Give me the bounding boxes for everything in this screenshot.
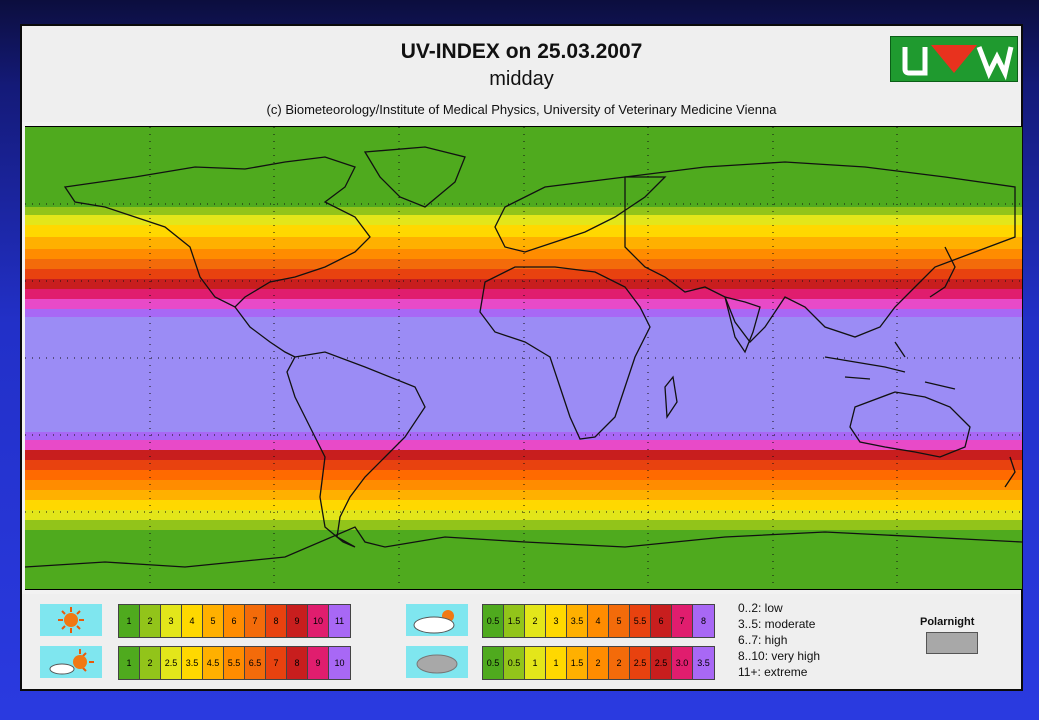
continent-outlines [24,146,1023,568]
scale-cell: 5.5 [630,605,651,637]
category-very-high: 8..10: very high [738,649,821,663]
band-south-2 [25,440,1022,450]
scale-cell: 0.5 [483,647,504,679]
band-north-2 [25,215,1022,225]
scale-cell: 2 [609,647,630,679]
scale-cell: 2.5 [651,647,672,679]
scale-cell: 2.5 [630,647,651,679]
scale-cell: 2 [588,647,609,679]
scale-cell: 5.5 [224,647,245,679]
scale-cell: 8 [266,605,287,637]
uv-index-world-map [24,126,1023,590]
scale-cell: 3 [161,605,182,637]
partly-cloudy-icon [40,646,102,678]
scale-cell: 2 [525,605,546,637]
category-low: 0..2: low [738,601,783,615]
band-south-7 [25,490,1022,500]
legend-panel: 1 2 3 4 5 6 7 8 9 10 11 1 2 2.5 3.5 4.5 5.5 6.5 7 8 9 10 0.5… [22,594,1021,689]
scale-cell: 1.5 [567,647,588,679]
page-title: UV-INDEX on 25.03.2007 [400,40,643,63]
clear-sky-icon [40,604,102,636]
scale-cell: 3 [546,605,567,637]
band-north-11 [25,309,1022,317]
band-north-9 [25,289,1022,299]
scale-cell: 4 [588,605,609,637]
scale-cell: 6 [651,605,672,637]
category-high: 6..7: high [738,633,788,647]
scale-cell: 3.5 [182,647,203,679]
scale-cell: 7 [245,605,266,637]
category-extreme: 11+: extreme [738,665,808,679]
credit-line: (c) Biometeorology/Institute of Medical … [266,102,777,117]
scale-cell: 4.5 [203,647,224,679]
scale-cell: 10 [329,647,350,679]
scale-cell: 9 [287,605,308,637]
scale-cell: 5 [203,605,224,637]
scale-cell: 0.5 [504,647,525,679]
scale-cell: 4 [182,605,203,637]
polarnight-swatch [926,632,978,654]
scale-cell: 0.5 [483,605,504,637]
uv-category-list: 0..2: low 3..5: moderate 6..7: high 8..1… [738,600,820,680]
scale-cell: 2 [140,605,161,637]
scale-cell: 1 [546,647,567,679]
scale-cell: 3.5 [693,647,714,679]
vetmed-logo [890,36,1018,82]
scale-cell: 2 [140,647,161,679]
band-north-4 [25,237,1022,249]
scale-cell: 6.5 [245,647,266,679]
scale-cell: 5 [609,605,630,637]
map-svg [24,127,1023,589]
scale-cell: 1.5 [504,605,525,637]
uv-map-frame: UV-INDEX on 25.03.2007 midday (c) Biomet… [20,24,1023,691]
scale-cell: 8 [693,605,714,637]
band-south-10 [25,520,1022,530]
scale-cell: 7 [266,647,287,679]
graticule [25,127,1022,589]
scale-cell: 6 [224,605,245,637]
scale-cell: 9 [308,647,329,679]
band-north-10 [25,299,1022,309]
scale-cell: 1 [119,647,140,679]
scale-cell: 1 [525,647,546,679]
band-south-polar [25,530,1022,589]
band-south-9 [25,510,1022,520]
band-south-5 [25,470,1022,480]
scale-cell: 11 [329,605,350,637]
band-north-6 [25,259,1022,269]
polarnight-label: Polarnight [920,616,975,628]
scale-partly-cloudy: 1 2 2.5 3.5 4.5 5.5 6.5 7 8 9 10 [118,646,351,680]
scale-cell: 7 [672,605,693,637]
scale-cell: 10 [308,605,329,637]
scale-cell: 1 [119,605,140,637]
scale-clear-sky: 1 2 3 4 5 6 7 8 9 10 11 [118,604,351,638]
band-north-3 [25,225,1022,237]
scale-cell: 3.0 [672,647,693,679]
page-subtitle: midday [489,68,554,90]
category-moderate: 3..5: moderate [738,617,816,631]
band-south-3 [25,450,1022,460]
scale-overcast: 0.5 0.5 1 1 1.5 2 2 2.5 2.5 3.0 3.5 [482,646,715,680]
scale-cell: 3.5 [567,605,588,637]
scale-scattered-cloud: 0.5 1.5 2 3 3.5 4 5 5.5 6 7 8 [482,604,715,638]
band-north-polar [25,127,1022,207]
scale-cell: 8 [287,647,308,679]
map-header: UV-INDEX on 25.03.2007 midday (c) Biomet… [22,26,1021,122]
overcast-icon [406,646,468,678]
scattered-cloud-icon [406,604,468,636]
band-north-8 [25,279,1022,289]
scale-cell: 2.5 [161,647,182,679]
band-south-4 [25,460,1022,470]
